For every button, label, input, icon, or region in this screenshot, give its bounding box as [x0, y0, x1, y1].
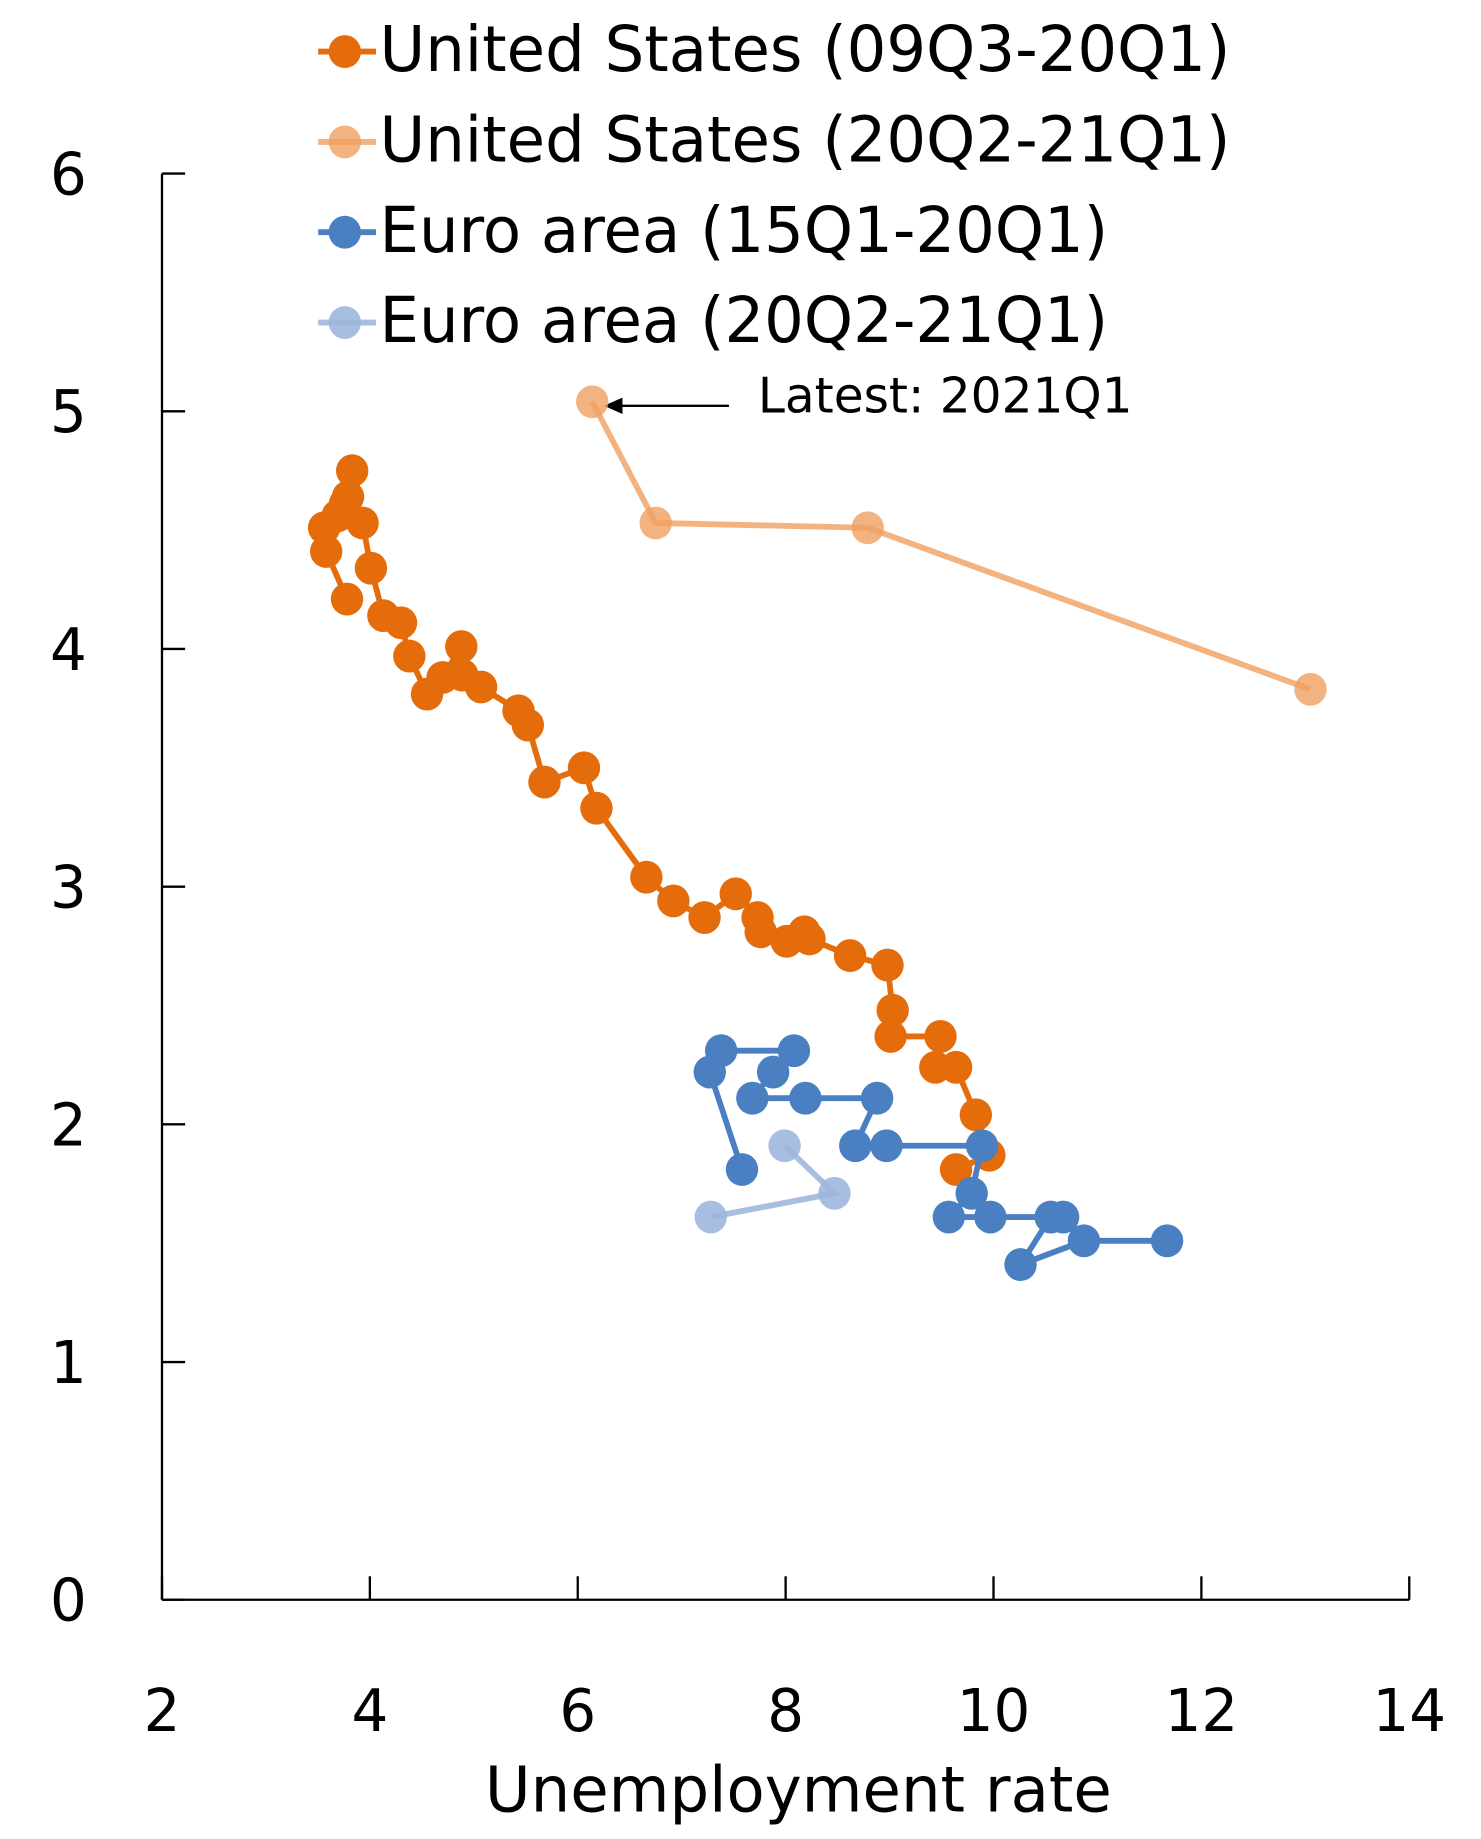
point	[354, 551, 388, 585]
legend-label: Euro area (15Q1-20Q1)	[380, 193, 1109, 266]
point	[719, 877, 752, 911]
x-tick-label: 4	[351, 1677, 388, 1745]
point	[741, 901, 774, 934]
legend-marker	[328, 125, 361, 159]
legend-label: Euro area (20Q2-21Q1)	[380, 284, 1109, 357]
arrow-head	[603, 397, 623, 415]
point	[818, 1176, 851, 1210]
point	[725, 1153, 759, 1186]
point	[310, 535, 343, 568]
point	[1150, 1224, 1184, 1258]
point	[693, 1055, 726, 1089]
point	[768, 1129, 801, 1163]
point	[955, 1176, 988, 1210]
point	[630, 860, 663, 894]
y-tick-label: 2	[50, 1091, 87, 1159]
point	[924, 1019, 957, 1053]
point	[756, 1055, 790, 1089]
point	[932, 1200, 966, 1234]
point	[777, 1034, 811, 1068]
point	[335, 454, 369, 488]
point	[657, 884, 690, 918]
point	[851, 511, 884, 545]
point	[939, 1153, 973, 1186]
y-tick-label: 0	[50, 1566, 87, 1634]
y-tick-label: 5	[50, 378, 87, 446]
legend-marker	[328, 215, 361, 249]
point	[576, 385, 609, 419]
point	[567, 751, 601, 785]
point	[694, 1200, 727, 1234]
point	[528, 765, 561, 799]
point	[974, 1200, 1007, 1234]
series-line	[589, 400, 1312, 693]
point	[445, 630, 478, 664]
point	[410, 677, 444, 711]
y-tick-label: 4	[50, 616, 87, 684]
point	[876, 993, 909, 1027]
point	[874, 1019, 907, 1053]
annotation: Latest: 2021Q1	[758, 367, 1133, 424]
point	[919, 1050, 952, 1084]
point	[789, 1081, 822, 1115]
y-tick-label: 6	[50, 140, 87, 208]
point	[1046, 1200, 1080, 1234]
point	[639, 506, 672, 540]
series-line	[321, 470, 993, 1173]
legend-label: United States (20Q2-21Q1)	[380, 103, 1231, 176]
x-tick-label: 14	[1372, 1677, 1446, 1745]
legend-marker	[328, 306, 361, 339]
point	[959, 1098, 993, 1132]
point	[736, 1081, 769, 1115]
point	[367, 599, 400, 633]
x-tick-label: 8	[767, 1677, 804, 1745]
legend-marker	[328, 35, 361, 69]
y-tick-label: 1	[50, 1329, 87, 1397]
point	[870, 1129, 903, 1163]
x-tick-label: 6	[559, 1677, 596, 1745]
point	[502, 694, 535, 728]
point	[580, 791, 613, 825]
legend-label: United States (09Q3-20Q1)	[380, 13, 1231, 86]
point	[770, 924, 803, 958]
x-tick-label: 2	[144, 1677, 181, 1745]
x-tick-label: 10	[957, 1677, 1031, 1745]
point	[330, 582, 364, 616]
point	[965, 1129, 999, 1163]
point	[860, 1081, 894, 1115]
point	[307, 511, 341, 545]
point	[833, 939, 867, 973]
point	[839, 1129, 872, 1163]
point	[1067, 1224, 1101, 1258]
x-tick-label: 12	[1165, 1677, 1239, 1745]
point	[871, 948, 904, 982]
point	[1004, 1248, 1037, 1282]
x-axis-label: Unemployment rate	[485, 1753, 1112, 1826]
point	[1294, 672, 1327, 706]
point	[688, 901, 721, 934]
point	[393, 639, 426, 673]
y-tick-label: 3	[50, 853, 87, 921]
